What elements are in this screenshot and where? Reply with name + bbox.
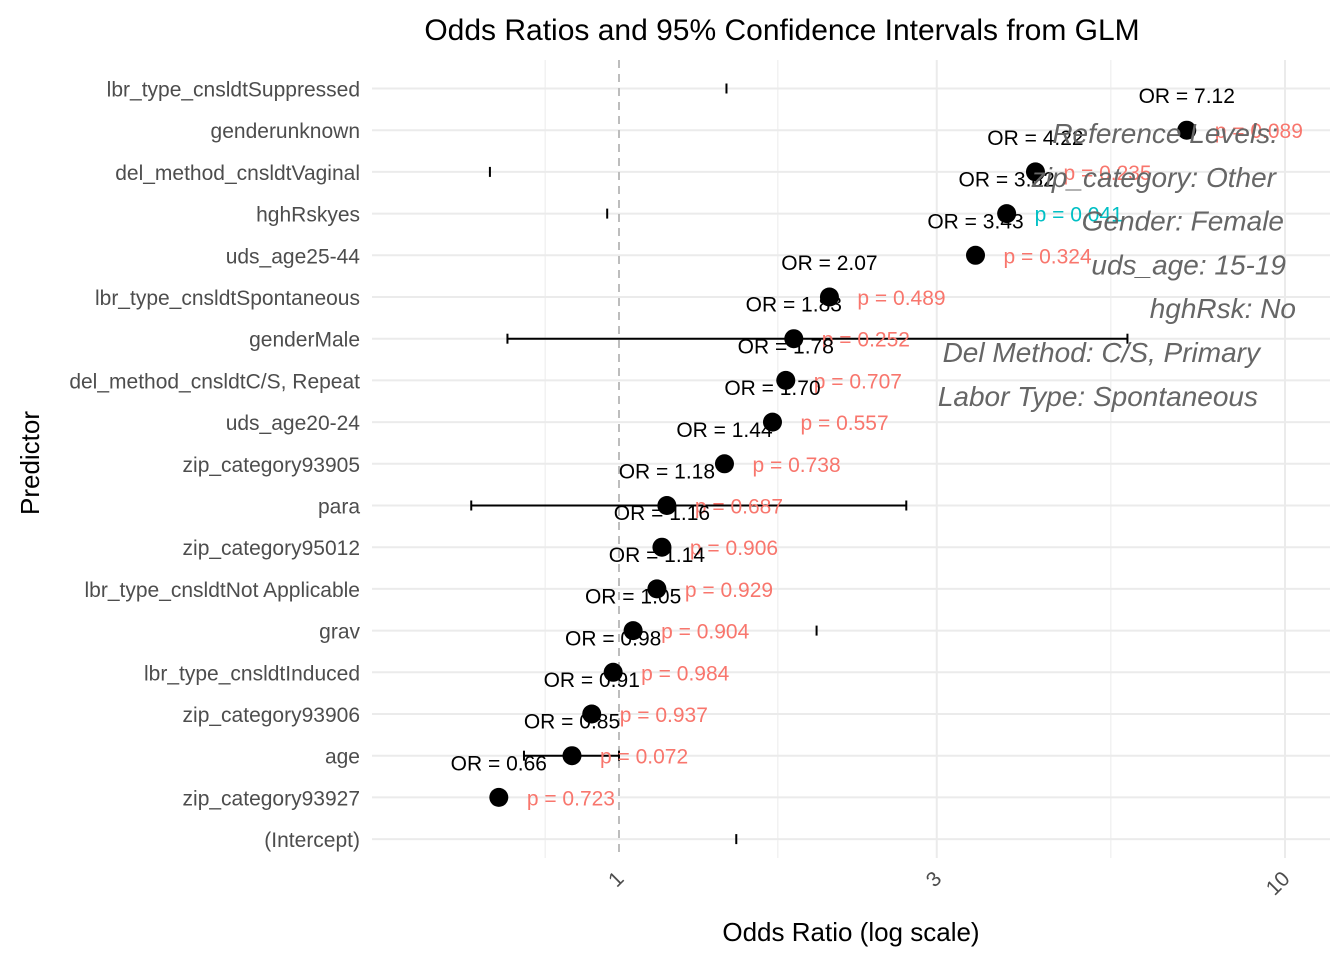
data-point [582,704,602,724]
or-label: OR = 3.82 [958,169,1054,192]
data-point [657,496,677,515]
data-point [652,537,672,557]
y-tick-label: (Intercept) [264,829,360,852]
y-tick-label: del_method_cnsldtVaginal [115,162,360,185]
y-tick-label: genderunknown [211,120,360,143]
x-tick-label: 1 [604,867,629,892]
data-point [776,370,796,390]
annotation-line: Del Method: C/S, Primary [943,337,1262,368]
p-value-label: p = 0.738 [752,454,840,477]
p-value-label: p = 0.489 [857,287,945,310]
data-point [1177,120,1197,140]
y-tick-label: grav [319,621,360,644]
p-value-label: p = 0.235 [1063,162,1151,185]
or-label: OR = 1.14 [609,544,706,567]
p-value-label: p = 0.072 [600,746,688,769]
or-label: OR = 7.12 [1139,85,1235,108]
data-point [647,579,667,599]
p-value-label: p = 0.557 [800,412,888,435]
p-value-label: p = 0.041 [1035,204,1123,227]
y-tick-label: lbr_type_cnsldtInduced [144,662,360,685]
y-tick-label: del_method_cnsldtC/S, Repeat [69,370,360,393]
data-point [623,621,643,641]
p-value-label: p = 0.089 [1215,120,1303,143]
annotation-line: Reference Levels: [1052,118,1278,149]
or-label: OR = 1.16 [614,502,710,525]
or-label: OR = 0.85 [524,711,620,734]
y-tick-label: zip_category93906 [183,704,360,727]
y-tick-label: lbr_type_cnsldtSuppressed [107,79,360,102]
y-tick-labels: lbr_type_cnsldtSuppressed genderunknown de… [69,79,360,853]
or-label: OR = 0.91 [544,669,640,692]
or-label: OR = 1.05 [585,586,681,609]
data-point [562,746,582,766]
data-point [762,412,782,432]
reference-levels-annotation: Reference Levels: zip_category: Other Gend… [938,118,1296,412]
data-point [997,204,1017,224]
y-tick-label: age [325,746,360,769]
or-label: OR = 2.07 [781,252,877,275]
y-tick-label: zip_category93927 [183,787,360,810]
y-tick-label: para [318,496,360,519]
annotation-line: hghRsk: No [1150,293,1296,324]
p-value-label: p = 0.929 [685,579,773,602]
p-value-label: p = 0.984 [641,662,729,685]
p-value-label: p = 0.906 [690,537,778,560]
p-value-label: p = 0.687 [695,496,783,519]
p-value-label: p = 0.707 [814,370,902,393]
p-value-label: p = 0.723 [527,787,615,810]
y-tick-label: uds_age25-44 [226,245,361,268]
y-tick-label: uds_age20-24 [226,412,361,435]
chart-title: Odds Ratios and 95% Confidence Intervals… [424,14,1139,47]
data-point [1025,162,1045,182]
x-tick-labels: 1 3 10 [604,867,1295,900]
p-value-label: p = 0.324 [1004,245,1092,268]
or-label: OR = 1.78 [738,335,834,358]
annotation-line: Gender: Female [1082,206,1284,237]
y-tick-label: zip_category93905 [183,454,360,477]
data-points [489,120,1197,807]
data-point [819,287,839,307]
p-value-label: p = 0.252 [822,329,910,352]
p-value-label: p = 0.937 [620,704,708,727]
data-point [603,662,623,682]
y-tick-label: zip_category95012 [183,537,360,560]
annotation-line: uds_age: 15-19 [1091,249,1286,280]
y-tick-label: genderMale [249,329,360,352]
data-point [784,329,804,349]
data-point [714,454,734,474]
y-tick-label: hghRskyes [256,204,360,227]
or-label: OR = 0.98 [565,627,661,650]
y-tick-label: lbr_type_cnsldtNot Applicable [84,579,360,602]
y-axis-title: Predictor [15,411,45,515]
error-bars [470,83,1129,845]
data-labels: OR = 7.12 p = 0.089 OR = 4.22 p = 0.235 OR =… [451,85,1303,810]
x-tick-label: 10 [1262,867,1295,900]
or-label: OR = 0.66 [451,752,547,775]
x-axis-title: Odds Ratio (log scale) [722,917,979,947]
x-tick-label: 3 [922,867,947,892]
annotation-line: Labor Type: Spontaneous [938,381,1258,412]
annotation-line: zip_category: Other [1031,162,1278,193]
or-label: OR = 3.43 [927,210,1023,233]
data-point [489,787,509,807]
or-label: OR = 1.83 [746,294,842,317]
data-point [966,245,986,265]
or-label: OR = 1.44 [676,419,773,442]
y-tick-label: lbr_type_cnsldtSpontaneous [95,287,360,310]
or-label: OR = 4.22 [987,127,1083,150]
p-value-label: p = 0.904 [661,621,749,644]
or-label: OR = 1.18 [619,461,715,484]
or-label: OR = 1.70 [724,377,820,400]
